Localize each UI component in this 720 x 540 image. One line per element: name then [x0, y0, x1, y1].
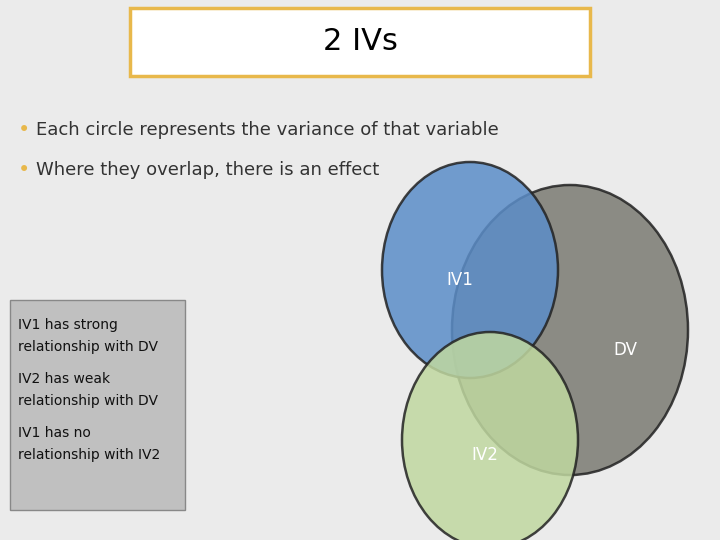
- FancyBboxPatch shape: [10, 300, 185, 510]
- Text: DV: DV: [613, 341, 637, 359]
- Text: IV2: IV2: [472, 446, 498, 464]
- Ellipse shape: [382, 162, 558, 378]
- Ellipse shape: [452, 185, 688, 475]
- Text: IV2 has weak: IV2 has weak: [18, 372, 110, 386]
- Text: IV1 has no: IV1 has no: [18, 426, 91, 440]
- Text: relationship with IV2: relationship with IV2: [18, 448, 161, 462]
- Text: relationship with DV: relationship with DV: [18, 394, 158, 408]
- Text: IV1 has strong: IV1 has strong: [18, 318, 118, 332]
- Text: IV1: IV1: [446, 271, 474, 289]
- Ellipse shape: [402, 332, 578, 540]
- Text: Each circle represents the variance of that variable: Each circle represents the variance of t…: [36, 121, 499, 139]
- Text: •: •: [18, 160, 30, 180]
- FancyBboxPatch shape: [130, 8, 590, 76]
- Text: Where they overlap, there is an effect: Where they overlap, there is an effect: [36, 161, 379, 179]
- Text: 2 IVs: 2 IVs: [323, 28, 397, 57]
- Text: •: •: [18, 120, 30, 140]
- Text: relationship with DV: relationship with DV: [18, 340, 158, 354]
